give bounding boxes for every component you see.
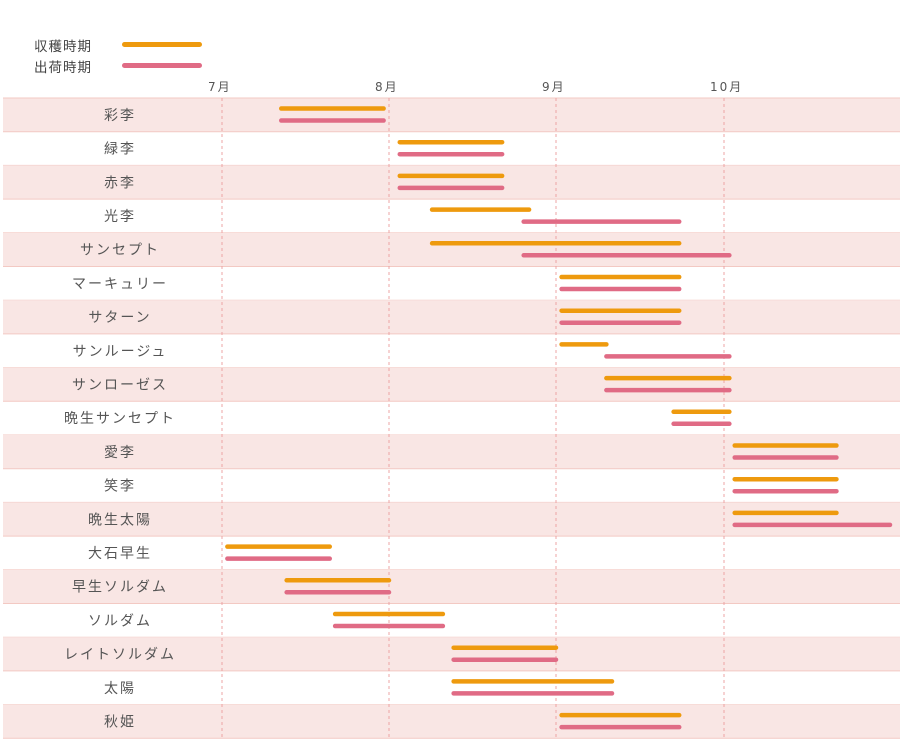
legend-swatch-shipping [122, 63, 202, 68]
variety-label: サターン [88, 310, 151, 326]
month-label: 9月 [542, 80, 566, 94]
row-band [3, 435, 900, 469]
month-label: 8月 [375, 80, 399, 94]
row-band [3, 367, 900, 402]
variety-label: サンセプト [80, 243, 160, 259]
row-band [3, 98, 900, 132]
variety-label: 緑李 [104, 142, 136, 158]
variety-label: 早生ソルダム [72, 580, 168, 596]
variety-label: ソルダム [88, 613, 152, 629]
legend-item-harvest: 収穫時期 [34, 34, 202, 55]
variety-label: 笑李 [104, 479, 136, 495]
variety-label: 赤李 [104, 175, 136, 191]
row-band [3, 637, 900, 671]
month-label: 7月 [208, 80, 232, 94]
variety-label: 太陽 [104, 681, 136, 697]
row-band [3, 232, 900, 267]
row-band [3, 569, 900, 604]
variety-label: 光李 [104, 209, 136, 225]
variety-label: 晩生太陽 [88, 512, 152, 528]
legend-label-harvest: 収穫時期 [34, 38, 92, 55]
legend: 収穫時期 出荷時期 [34, 34, 202, 76]
variety-label: レイトソルダム [64, 647, 176, 663]
legend-item-shipping: 出荷時期 [34, 55, 202, 76]
variety-label: 大石早生 [88, 546, 152, 562]
variety-label: サンローゼス [72, 377, 168, 393]
row-band [3, 704, 900, 739]
legend-swatch-harvest [122, 42, 202, 47]
variety-label: 秋姫 [104, 714, 136, 730]
row-band [3, 502, 900, 537]
row-band [3, 300, 900, 334]
variety-label: 愛李 [104, 445, 136, 461]
month-label: 10月 [710, 80, 743, 94]
variety-label: 晩生サンセプト [64, 411, 176, 427]
variety-label: 彩李 [104, 108, 136, 124]
legend-label-shipping: 出荷時期 [34, 59, 92, 76]
variety-label: サンルージュ [73, 344, 168, 360]
variety-label: マーキュリー [72, 276, 168, 292]
row-band [3, 165, 900, 200]
